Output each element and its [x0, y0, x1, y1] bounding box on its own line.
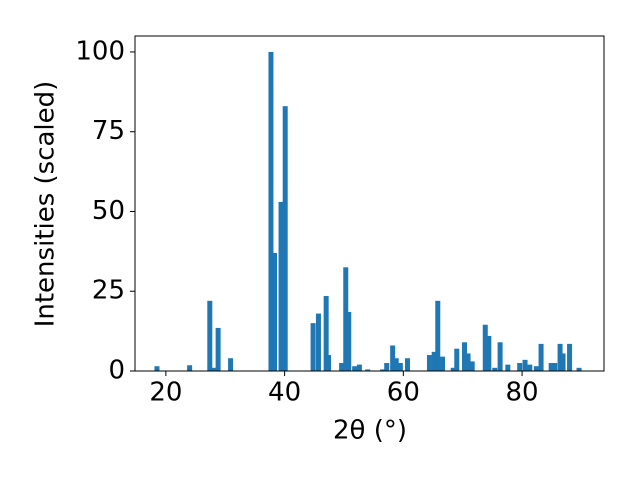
- y-tick-label: 100: [75, 36, 125, 66]
- bar: [486, 335, 492, 371]
- plot-frame: [134, 35, 605, 372]
- bar: [343, 267, 349, 371]
- bar: [522, 359, 528, 371]
- bar: [527, 364, 533, 371]
- bar: [207, 300, 213, 371]
- y-axis-label: Intensities (scaled): [31, 81, 61, 328]
- y-tick-label: 0: [108, 356, 125, 386]
- bar: [272, 252, 278, 371]
- bar: [352, 366, 358, 371]
- bar: [187, 365, 193, 371]
- bar: [404, 358, 410, 371]
- bar: [282, 106, 288, 371]
- bar: [533, 366, 539, 371]
- bar: [450, 367, 456, 371]
- bar: [492, 367, 498, 371]
- bar: [323, 296, 329, 371]
- bar: [567, 343, 573, 371]
- y-tick-label: 75: [92, 116, 125, 146]
- bar: [380, 369, 386, 371]
- x-axis-label: 2θ (°): [333, 416, 407, 446]
- bar: [465, 353, 471, 371]
- bar: [154, 366, 160, 371]
- bar: [390, 345, 396, 371]
- bar: [268, 51, 274, 371]
- x-tick-label: 40: [268, 378, 301, 408]
- bar: [517, 363, 523, 371]
- bar: [431, 351, 437, 371]
- bar: [393, 358, 399, 371]
- bar: [560, 353, 566, 371]
- bar: [339, 363, 345, 371]
- bar: [365, 369, 371, 371]
- x-tick-label: 60: [387, 378, 420, 408]
- bar: [326, 355, 332, 371]
- bar: [469, 361, 475, 371]
- bar: [461, 342, 467, 371]
- bar: [426, 355, 432, 371]
- bar: [497, 342, 503, 371]
- bar: [557, 343, 563, 371]
- bar: [310, 323, 316, 371]
- bar: [576, 367, 582, 371]
- bar: [397, 363, 403, 371]
- bar: [215, 327, 221, 371]
- y-tick-label: 50: [92, 196, 125, 226]
- bar: [505, 364, 511, 371]
- bar: [538, 343, 544, 371]
- bar: [278, 201, 284, 371]
- bar: [435, 300, 441, 371]
- bar: [548, 363, 554, 371]
- bar: [315, 313, 321, 371]
- bar: [482, 324, 488, 371]
- bar: [552, 363, 558, 371]
- bar: [384, 363, 390, 371]
- x-tick-label: 80: [506, 378, 539, 408]
- x-tick-label: 20: [149, 378, 182, 408]
- bar: [454, 348, 460, 371]
- bar: [210, 367, 216, 371]
- bar: [346, 311, 352, 371]
- bar: [356, 364, 362, 371]
- bar: [440, 356, 446, 371]
- y-tick-label: 25: [92, 276, 125, 306]
- bar: [228, 358, 234, 371]
